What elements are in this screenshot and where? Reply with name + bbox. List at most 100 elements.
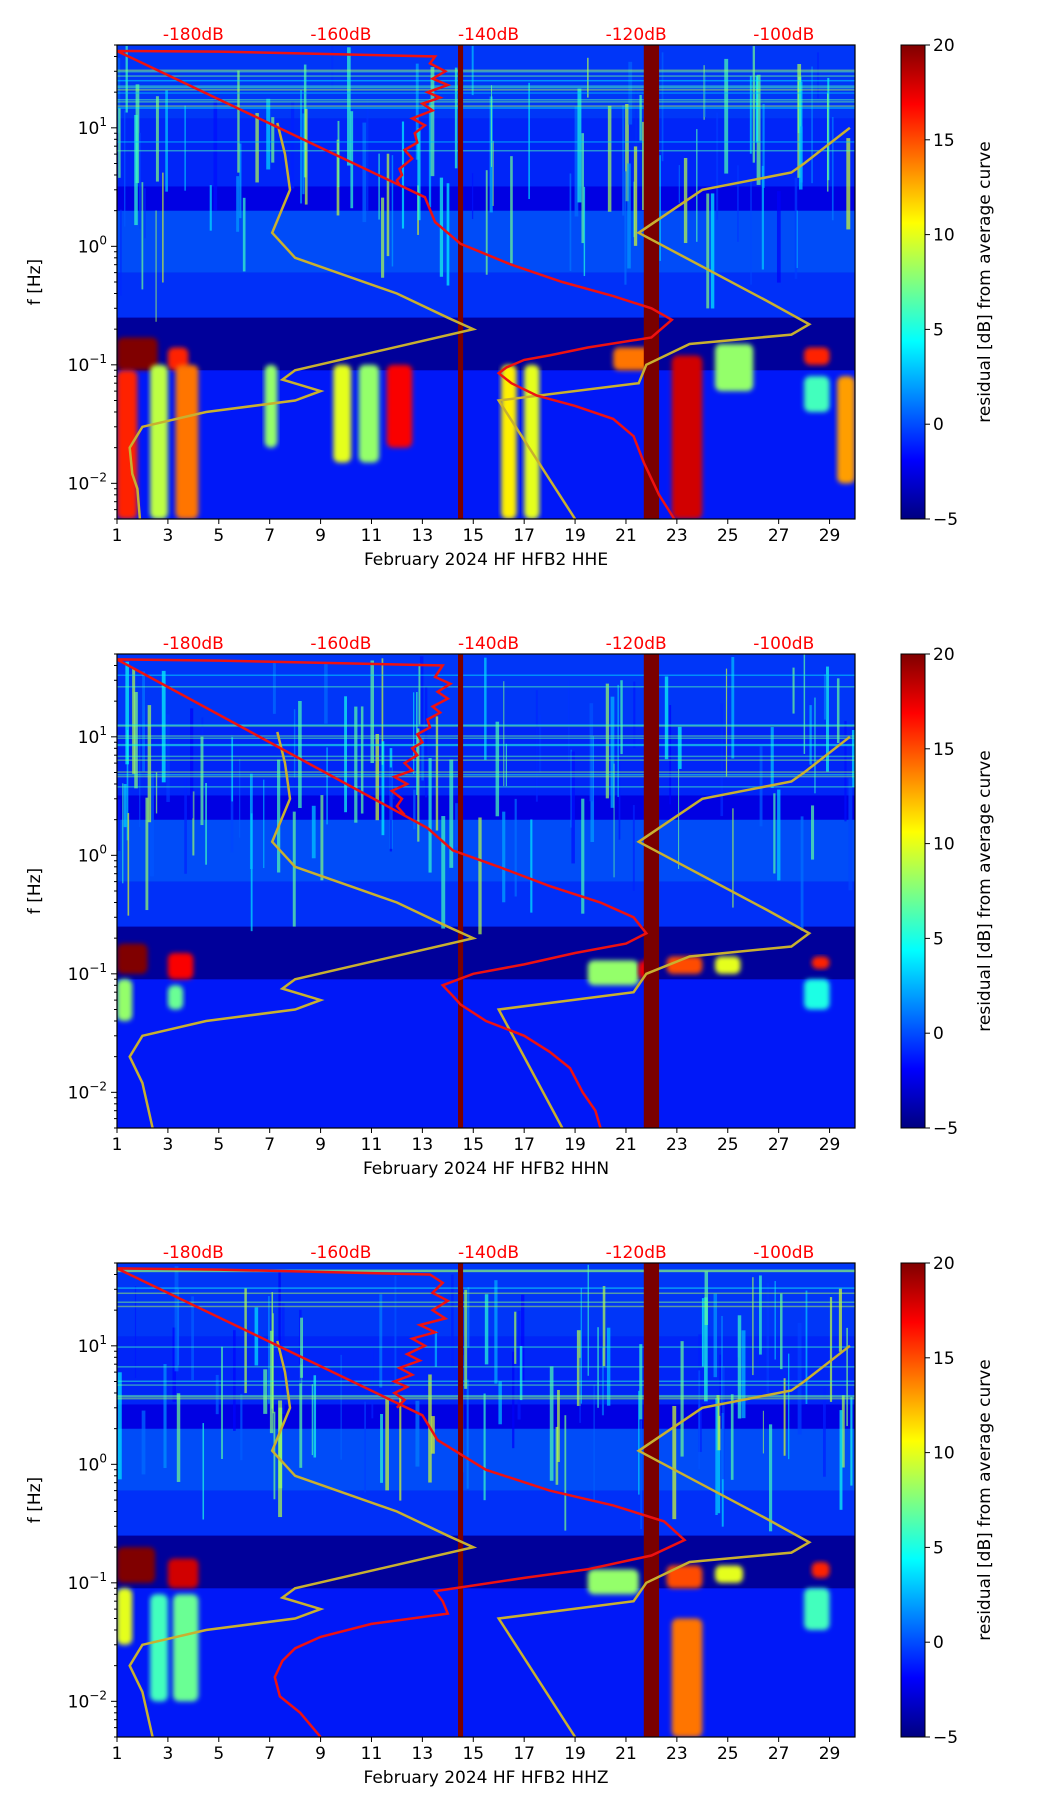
colorbar [900,44,926,520]
noise-streak [176,1393,181,1482]
x-tick-label: 21 [615,1744,637,1764]
noise-streak [134,692,138,789]
x-tick-label: 23 [666,1744,688,1764]
noise-streak [521,1294,525,1383]
y-tick-label: 10−1 [68,352,107,376]
noise-streak [142,671,145,772]
x-tick-label: 29 [819,1135,841,1155]
db-scale-label: -120dB [606,1243,667,1263]
db-scale-label: -160dB [310,25,371,45]
noise-streak [236,176,240,232]
y-tick-label: 10−2 [68,470,107,494]
noise-streak [242,197,246,272]
noise-streak [430,67,435,177]
event-blob [804,979,830,1010]
noise-streak [268,1296,270,1404]
colorbar-label: residual [dB] from average curve [975,1359,995,1640]
colorbar-tick-label: 20 [933,1254,955,1274]
noise-streak [768,1424,773,1532]
x-tick-label: 11 [361,1135,383,1155]
noise-streak [704,1271,709,1325]
noise-streak [587,1264,589,1376]
noise-streak [326,747,328,825]
tonal-line [117,755,855,758]
event-blob [811,956,830,969]
noise-streak [730,1394,734,1480]
noise-streak [134,114,138,226]
db-scale-label: -120dB [606,634,667,654]
noise-streak [633,681,636,749]
tonal-line [117,1384,855,1386]
noise-streak [792,667,795,714]
noise-streak [134,1286,137,1378]
tonal-line [117,1397,855,1400]
noise-streak [165,90,168,192]
noise-streak [386,153,390,257]
noise-streak [311,1384,313,1456]
noise-streak [503,681,505,786]
noise-streak [184,105,186,191]
red-psd-curve [117,1267,687,1737]
tonal-line [117,70,855,73]
tonal-line [117,735,855,737]
noise-streak [770,727,774,788]
noise-streak [809,705,812,765]
x-tick-label: 23 [666,1135,688,1155]
x-tick-label: 27 [768,1744,790,1764]
noise-streak [613,763,615,878]
noise-streak [344,696,348,813]
noise-streak [704,1297,708,1402]
noise-streak [826,666,829,772]
db-scale-label: -120dB [606,25,667,45]
y-tick-label: 10−2 [68,1079,107,1103]
y-tick-label: 101 [78,724,107,748]
noise-streak [713,1293,718,1378]
noise-streak [162,172,164,283]
noise-streak [794,177,798,279]
noise-streak [512,1351,515,1449]
event-blob [811,1561,830,1578]
tonal-line [117,105,855,107]
noise-streak [716,1395,721,1451]
noise-streak [797,1322,802,1435]
noise-streak [638,1390,640,1495]
tonal-line [117,1305,855,1308]
noise-streak [706,193,710,309]
noise-streak [483,1393,486,1501]
noise-streak [530,819,533,913]
x-tick-label: 1 [112,1135,123,1155]
noise-streak [266,98,271,170]
x-tick-label: 15 [462,1744,484,1764]
noise-streak [191,1296,194,1381]
noise-streak [721,1315,723,1405]
noise-streak [846,1327,848,1427]
tonal-line [117,725,855,727]
tonal-line [117,79,855,82]
tonal-line [117,107,855,109]
noise-streak [672,1405,677,1520]
noise-streak [416,692,418,796]
noise-streak [435,716,439,831]
noise-streak [777,789,781,881]
noise-streak [823,674,827,720]
noise-streak [484,1294,489,1365]
x-tick-label: 17 [513,1135,535,1155]
noise-streak [249,773,253,870]
noise-streak [399,1395,402,1501]
noise-streak [725,668,728,777]
noise-streak [846,138,851,230]
noise-streak [278,1272,281,1355]
noise-streak [848,778,853,891]
x-tick-label: 9 [315,526,326,546]
noise-streak [716,112,719,220]
noise-streak [350,111,354,209]
noise-streak [413,789,416,830]
event-blob [671,355,703,519]
x-tick-label: 3 [162,1135,173,1155]
noise-streak [583,186,586,277]
noise-streak [811,805,815,860]
tonal-line [117,1269,855,1271]
noise-streak [213,96,218,211]
noise-streak [144,188,146,239]
